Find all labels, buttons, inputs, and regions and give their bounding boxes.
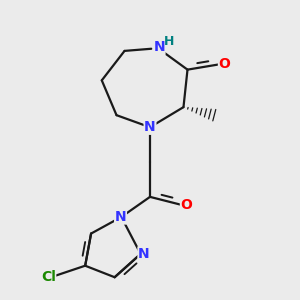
Text: H: H: [164, 35, 175, 48]
Text: O: O: [181, 198, 192, 212]
Text: Cl: Cl: [41, 270, 56, 284]
Text: O: O: [218, 57, 230, 71]
Text: N: N: [144, 120, 156, 134]
Text: N: N: [115, 210, 126, 224]
Text: N: N: [153, 40, 165, 54]
Text: N: N: [138, 247, 150, 261]
